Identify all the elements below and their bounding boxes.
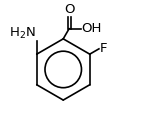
Text: F: F [99, 42, 107, 55]
Text: OH: OH [82, 22, 102, 35]
Text: H$_2$N: H$_2$N [9, 26, 35, 41]
Text: O: O [64, 3, 74, 16]
